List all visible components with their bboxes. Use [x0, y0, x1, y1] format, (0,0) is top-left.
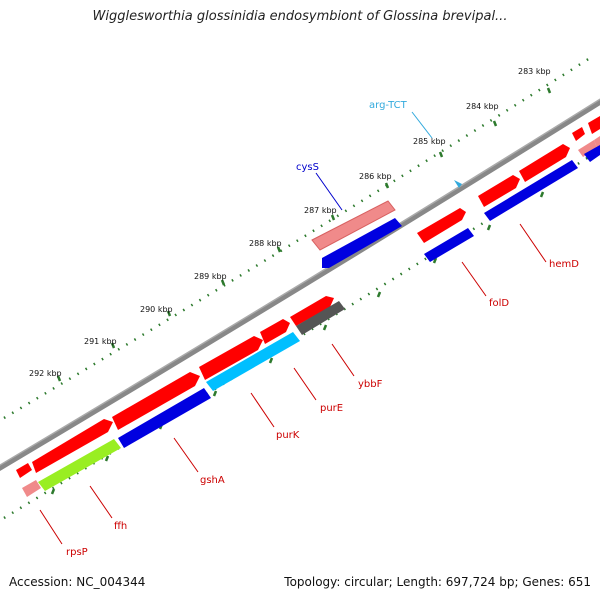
feature-forward-1[interactable]	[32, 419, 113, 473]
feature-hemD-blue[interactable]	[484, 160, 578, 221]
feature-pink-small[interactable]	[22, 480, 41, 497]
gene-label-arg-TCT[interactable]: arg-TCT	[369, 100, 408, 111]
tick-label-285: 285 kbp	[413, 137, 446, 146]
feature-ybbF[interactable]	[296, 301, 345, 335]
gene-label-hemD[interactable]: hemD	[549, 259, 579, 270]
outer-tick-ring	[3, 56, 591, 420]
connector-purK	[250, 392, 275, 428]
forward-strand-features	[16, 116, 600, 478]
feature-cysS[interactable]	[311, 200, 396, 251]
gene-label-cysS[interactable]: cysS	[296, 162, 319, 173]
feature-forward-2[interactable]	[112, 372, 200, 430]
tick-labels: 283 kbp 284 kbp 285 kbp 286 kbp 287 kbp …	[29, 67, 551, 378]
feature-forward-3[interactable]	[199, 336, 263, 380]
gene-label-ffh[interactable]: ffh	[114, 521, 127, 532]
connector-purE	[293, 367, 317, 401]
gene-label-purK[interactable]: purK	[276, 430, 300, 441]
connector-hemD	[519, 223, 547, 263]
gene-label-folD[interactable]: folD	[489, 298, 509, 309]
connector-ffh	[89, 485, 113, 519]
tick-label-290: 290 kbp	[140, 305, 173, 314]
connector-gshA	[173, 437, 199, 473]
tick-label-289: 289 kbp	[194, 272, 227, 281]
tick-label-287: 287 kbp	[304, 206, 337, 215]
connector-arg-TCT	[411, 111, 433, 139]
tick-label-291: 291 kbp	[84, 337, 117, 346]
feature-forward-6[interactable]	[417, 208, 466, 243]
tick-label-292: 292 kbp	[29, 369, 62, 378]
inner-major-ticks	[50, 191, 545, 495]
tick-label-288: 288 kbp	[249, 239, 282, 248]
feature-forward-5[interactable]	[290, 296, 334, 326]
gene-label-rpsP[interactable]: rpsP	[66, 547, 88, 558]
genome-stats-text: Topology: circular; Length: 697,724 bp; …	[284, 575, 591, 589]
accession-text: Accession: NC_004344	[9, 575, 146, 589]
feature-blue-edge[interactable]	[584, 145, 600, 162]
backbone	[0, 98, 600, 471]
connector-cysS	[315, 172, 343, 211]
backbone-highlight	[0, 98, 600, 466]
connector-ybbF	[331, 343, 355, 377]
gene-label-ybbF[interactable]: ybbF	[358, 379, 383, 390]
gene-labels: cysS arg-TCT hemD folD ybbF purE purK gs…	[66, 100, 579, 558]
feature-pink-edge[interactable]	[594, 136, 600, 148]
tick-label-284: 284 kbp	[466, 102, 499, 111]
feature-gshA[interactable]	[118, 388, 211, 448]
feature-blue-cysS-region[interactable]	[322, 218, 402, 268]
label-connectors	[39, 111, 547, 545]
light-forward-features	[22, 136, 600, 497]
feature-rpsP-forward[interactable]	[16, 463, 32, 478]
feature-pink-right[interactable]	[578, 140, 597, 157]
reverse-strand-features	[118, 145, 600, 448]
tick-label-286: 286 kbp	[359, 172, 392, 181]
feature-forward-7[interactable]	[478, 175, 520, 207]
gene-label-gshA[interactable]: gshA	[200, 475, 225, 486]
feature-ffh[interactable]	[38, 439, 121, 491]
feature-forward-4[interactable]	[260, 319, 290, 344]
outer-major-ticks	[56, 87, 552, 382]
feature-folD[interactable]	[424, 228, 474, 262]
feature-arg-TCT-marker[interactable]	[454, 180, 462, 188]
tick-label-283: 283 kbp	[518, 67, 551, 76]
backbone-outer	[0, 99, 600, 471]
feature-purK[interactable]	[206, 332, 300, 391]
gene-label-purE[interactable]: purE	[320, 403, 343, 414]
feature-forward-10[interactable]	[588, 116, 600, 134]
feature-forward-9[interactable]	[572, 127, 585, 141]
connector-rpsP	[39, 509, 63, 545]
genome-title: Wigglesworthia glossinidia endosymbiont …	[92, 9, 508, 24]
connector-folD	[461, 261, 487, 297]
other-features	[38, 180, 462, 491]
feature-forward-8[interactable]	[519, 144, 570, 182]
